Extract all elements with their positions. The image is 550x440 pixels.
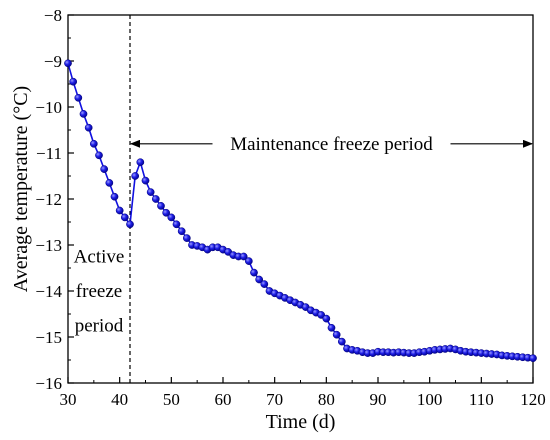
y-tick-label: −15 (35, 328, 62, 347)
data-point (322, 314, 331, 323)
active-period-label-line1: Active (74, 247, 125, 268)
maintenance-period-label: Maintenance freeze period (230, 134, 433, 155)
data-point (157, 202, 165, 210)
data-point (141, 176, 150, 185)
data-point (100, 165, 109, 173)
y-tick-label: −8 (44, 6, 62, 25)
active-period-label-line2: freeze (76, 281, 122, 302)
data-point (74, 93, 83, 102)
temperature-line (67, 63, 534, 359)
data-point (182, 234, 191, 242)
active-period-label-line3: period (75, 316, 124, 337)
data-point (95, 151, 103, 160)
data-point (172, 220, 181, 229)
data-point (120, 213, 129, 222)
x-tick-label: 50 (163, 390, 180, 409)
y-tick-label: −12 (35, 190, 62, 209)
maintenance-label-background (212, 130, 451, 157)
x-tick-label: 30 (60, 390, 77, 409)
data-point (136, 158, 145, 167)
x-tick-label: 70 (266, 390, 283, 409)
y-tick-label: −16 (35, 374, 62, 393)
data-point (146, 188, 155, 196)
data-point (332, 330, 341, 339)
data-point (151, 195, 160, 203)
data-point (115, 206, 124, 215)
x-tick-label: 110 (469, 390, 494, 409)
x-tick-label: 100 (417, 390, 443, 409)
y-tick-label: −9 (44, 52, 62, 71)
plot-axes: 30 40 50 60 70 80 90 100 110 120 −16 −15 −14 −13 −12 −1… (35, 6, 545, 409)
annotations: Maintenance freeze period Active freeze … (74, 15, 533, 383)
temperature-series (64, 59, 537, 363)
plot-frame (67, 14, 534, 384)
data-point (244, 257, 253, 265)
y-axis-label: Average temperature (°C) (10, 86, 32, 292)
y-tick-label: −14 (35, 282, 62, 301)
x-axis-label: Time (d) (266, 411, 336, 433)
x-tick-label: 60 (215, 390, 232, 409)
data-point (177, 227, 186, 236)
data-point (250, 268, 258, 277)
temperature-points (64, 59, 537, 363)
data-point (167, 213, 176, 222)
y-tick-label: −11 (36, 144, 62, 163)
data-point (162, 208, 171, 217)
data-point (105, 179, 114, 187)
data-point (89, 139, 98, 148)
data-point (64, 59, 72, 68)
data-point (69, 77, 78, 86)
data-point (317, 311, 326, 319)
y-tick-label: −13 (35, 236, 62, 255)
data-point (79, 110, 88, 118)
x-tick-label: 120 (520, 390, 546, 409)
data-point (84, 123, 93, 132)
data-point (255, 275, 264, 284)
x-tick-label: 90 (370, 390, 387, 409)
data-point (110, 192, 119, 201)
data-point (337, 337, 346, 346)
data-point (327, 323, 336, 332)
data-point (529, 354, 537, 363)
data-point (126, 220, 134, 229)
x-tick-label: 40 (111, 390, 128, 409)
data-point (260, 280, 269, 288)
y-tick-label: −10 (35, 98, 62, 117)
data-point (239, 252, 248, 261)
data-point (131, 172, 140, 180)
x-tick-label: 80 (318, 390, 335, 409)
